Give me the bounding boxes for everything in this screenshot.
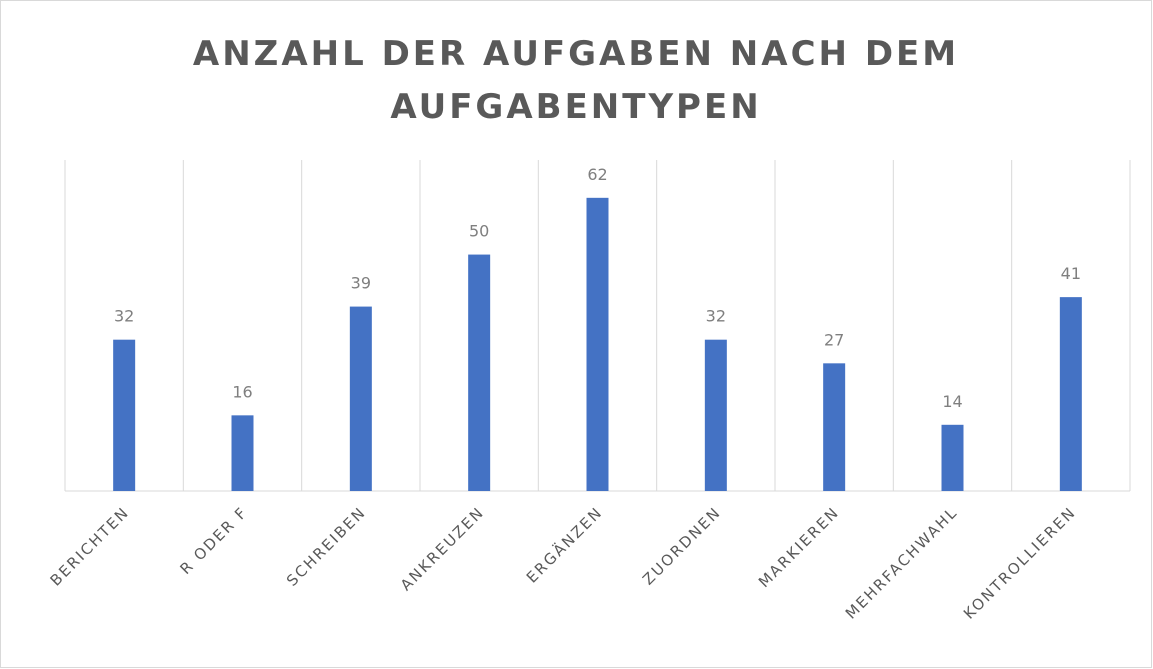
bar bbox=[113, 339, 136, 491]
data-label: 16 bbox=[232, 382, 252, 401]
bar bbox=[586, 197, 609, 492]
data-label: 32 bbox=[114, 307, 134, 326]
data-label: 41 bbox=[1061, 264, 1081, 283]
data-label: 62 bbox=[587, 165, 607, 184]
bar bbox=[704, 339, 727, 491]
bar bbox=[231, 415, 254, 491]
data-label: 39 bbox=[351, 274, 371, 293]
bar bbox=[1059, 297, 1082, 491]
chart-title: ANZAHL DER AUFGABEN NACH DEM AUFGABENTYP… bbox=[192, 34, 960, 127]
bar bbox=[823, 363, 846, 491]
data-label: 32 bbox=[706, 307, 726, 326]
bar bbox=[349, 306, 372, 491]
data-label: 14 bbox=[942, 392, 962, 411]
data-label: 27 bbox=[824, 330, 844, 349]
bar bbox=[468, 254, 491, 491]
bar bbox=[941, 424, 964, 491]
data-label: 50 bbox=[469, 222, 489, 241]
